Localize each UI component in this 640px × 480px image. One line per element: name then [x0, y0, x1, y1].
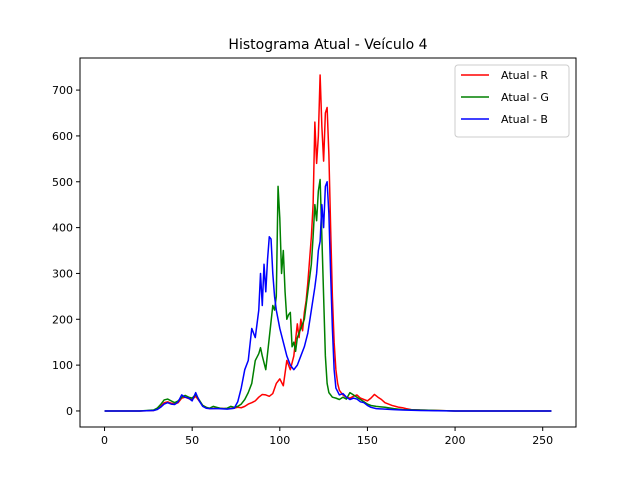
series-line-2	[104, 181, 552, 412]
chart-title: Histograma Atual - Veículo 4	[228, 37, 427, 53]
series-lines	[104, 74, 552, 412]
x-tick-label: 50	[185, 434, 199, 447]
x-axis: 0 50 100 150 200 250	[101, 427, 553, 447]
y-tick-label: 300	[52, 267, 73, 280]
y-tick-label: 0	[66, 405, 73, 418]
legend-label-1: Atual - G	[501, 91, 549, 104]
y-tick-label: 700	[52, 84, 73, 97]
y-tick-label: 200	[52, 313, 73, 326]
x-tick-label: 250	[532, 434, 553, 447]
y-tick-label: 100	[52, 359, 73, 372]
legend: Atual - R Atual - G Atual - B	[454, 64, 570, 138]
legend-label-2: Atual - B	[501, 113, 548, 126]
x-tick-label: 100	[269, 434, 290, 447]
y-tick-label: 500	[52, 176, 73, 189]
legend-label-0: Atual - R	[501, 69, 548, 82]
x-tick-label: 0	[101, 434, 108, 447]
y-tick-label: 400	[52, 222, 73, 235]
x-tick-label: 150	[357, 434, 378, 447]
y-tick-label: 600	[52, 130, 73, 143]
plot-frame	[79, 57, 577, 428]
x-tick-label: 200	[445, 434, 466, 447]
y-axis: 0 100 200 300 400 500 600 700	[52, 84, 80, 418]
